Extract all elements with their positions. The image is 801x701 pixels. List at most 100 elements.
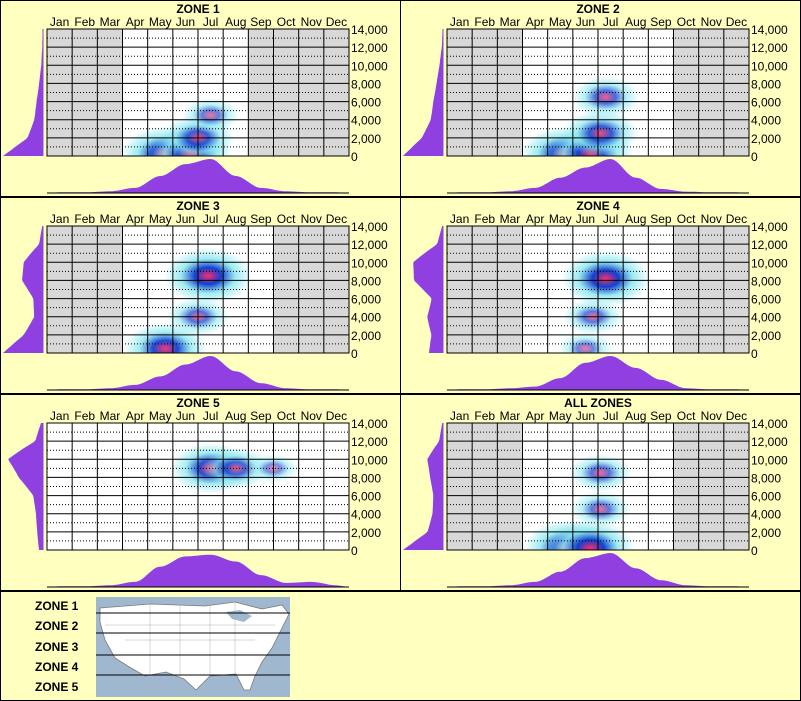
heat-hotspot: [569, 453, 632, 492]
month-tick-label: May: [149, 212, 172, 226]
month-tick-label: Jan: [450, 409, 469, 423]
panel-title: ZONE 3: [176, 199, 220, 213]
month-tick-label: Jul: [603, 409, 618, 423]
elevation-tick-label: 4,000: [351, 311, 381, 325]
elevation-tick-label: 6,000: [751, 293, 781, 307]
zone-label: ZONE 2: [35, 619, 79, 633]
elevation-tick-label: 2,000: [751, 526, 781, 540]
month-tick-label: Jul: [203, 409, 218, 423]
month-tick-label: Jun: [576, 409, 595, 423]
elevation-tick-label: 2,000: [751, 329, 781, 343]
map-state-lines: [105, 603, 275, 690]
elevation-tick-label: 12,000: [751, 435, 788, 449]
heatmap-layer: [558, 250, 650, 353]
elevation-density: [8, 423, 44, 550]
elevation-tick-label: 10,000: [351, 59, 388, 73]
grey-month-column: [472, 29, 498, 156]
month-tick-label: Feb: [74, 15, 95, 29]
zone-legend: ZONE 1 ZONE 2 ZONE 3 ZONE 4 ZONE 5: [0, 591, 801, 701]
month-tick-label: Dec: [326, 409, 347, 423]
zone-label: ZONE 3: [35, 640, 79, 654]
grey-month-column: [673, 423, 699, 550]
month-tick-label: Sep: [650, 15, 672, 29]
grey-month-column: [723, 29, 749, 156]
month-tick-label: Jun: [176, 212, 195, 226]
month-tick-label: Feb: [474, 212, 495, 226]
elevation-tick-label: 12,000: [351, 435, 388, 449]
month-tick-label: Sep: [650, 212, 672, 226]
elevation-tick-label: 14,000: [351, 220, 388, 234]
month-density: [47, 356, 349, 390]
month-tick-label: Jun: [576, 212, 595, 226]
elevation-tick-label: 8,000: [751, 471, 781, 485]
month-tick-label: Dec: [326, 15, 347, 29]
month-tick-label: Jul: [603, 15, 618, 29]
elevation-tick-label: 8,000: [351, 471, 381, 485]
month-tick-label: Jan: [50, 409, 69, 423]
month-tick-label: Mar: [500, 15, 521, 29]
heat-hotspot: [182, 97, 239, 133]
month-tick-label: Oct: [677, 15, 696, 29]
plot-frame: [46, 422, 350, 551]
grey-month-column: [472, 423, 498, 550]
elevation-tick-label: 0: [351, 544, 358, 558]
grey-month-column: [273, 29, 299, 156]
chart-panels: ZONE 1 Jan Feb Mar Apr May Jun Jul Aug Sep Oct Nov D…: [0, 0, 801, 591]
elevation-tick-label: 8,000: [351, 77, 381, 91]
month-density: [447, 553, 749, 587]
heat-hotspot: [571, 76, 640, 118]
month-tick-label: Sep: [250, 409, 272, 423]
month-tick-label: Dec: [726, 15, 747, 29]
plot-frame: [446, 225, 750, 354]
chart-panel: ZONE 5 Jan Feb Mar Apr May Jun Jul Aug Sep Oct Nov D…: [0, 394, 401, 591]
elevation-tick-label: 14,000: [351, 23, 388, 37]
elevation-tick-label: 10,000: [751, 256, 788, 270]
elevation-tick-label: 12,000: [751, 238, 788, 252]
zone-label: ZONE 5: [35, 680, 79, 694]
month-tick-label: Aug: [225, 15, 246, 29]
grey-month-column: [673, 29, 699, 156]
month-tick-label: Apr: [126, 409, 145, 423]
panel-title: ZONE 4: [576, 199, 620, 213]
month-tick-label: Oct: [277, 15, 296, 29]
elevation-density: [403, 29, 443, 156]
month-tick-label: Jan: [450, 15, 469, 29]
heat-hotspot: [563, 109, 639, 156]
month-tick-label: May: [149, 15, 172, 29]
month-tick-label: Mar: [100, 212, 121, 226]
panel-title: ZONE 2: [576, 2, 620, 16]
month-tick-label: May: [549, 15, 572, 29]
elevation-density: [3, 226, 43, 353]
elevation-tick-label: 4,000: [751, 311, 781, 325]
grey-month-column: [723, 226, 749, 353]
month-tick-label: Nov: [301, 15, 322, 29]
month-tick-label: Oct: [277, 409, 296, 423]
month-tick-label: Jul: [203, 212, 218, 226]
month-tick-label: Oct: [277, 212, 296, 226]
elevation-tick-label: 0: [351, 150, 358, 164]
elevation-tick-label: 2,000: [751, 132, 781, 146]
elevation-tick-label: 6,000: [351, 490, 381, 504]
plot-frame: [46, 225, 350, 354]
elevation-tick-label: 6,000: [351, 293, 381, 307]
grey-month-column: [723, 423, 749, 550]
grey-month-column: [472, 226, 498, 353]
elevation-tick-label: 14,000: [751, 23, 788, 37]
elevation-tick-label: 8,000: [751, 77, 781, 91]
elevation-tick-label: 8,000: [751, 274, 781, 288]
month-tick-label: Mar: [500, 409, 521, 423]
month-tick-label: May: [549, 409, 572, 423]
grey-month-column: [72, 226, 98, 353]
elevation-tick-label: 0: [751, 544, 758, 558]
month-tick-label: Aug: [625, 15, 646, 29]
month-tick-label: Jan: [50, 15, 69, 29]
elevation-tick-label: 4,000: [351, 508, 381, 522]
elevation-tick-label: 10,000: [351, 453, 388, 467]
month-tick-label: May: [549, 212, 572, 226]
month-tick-label: Feb: [474, 15, 495, 29]
month-tick-label: Sep: [250, 15, 272, 29]
month-tick-label: Dec: [726, 212, 747, 226]
elevation-density: [403, 423, 443, 550]
month-tick-label: Jun: [576, 15, 595, 29]
